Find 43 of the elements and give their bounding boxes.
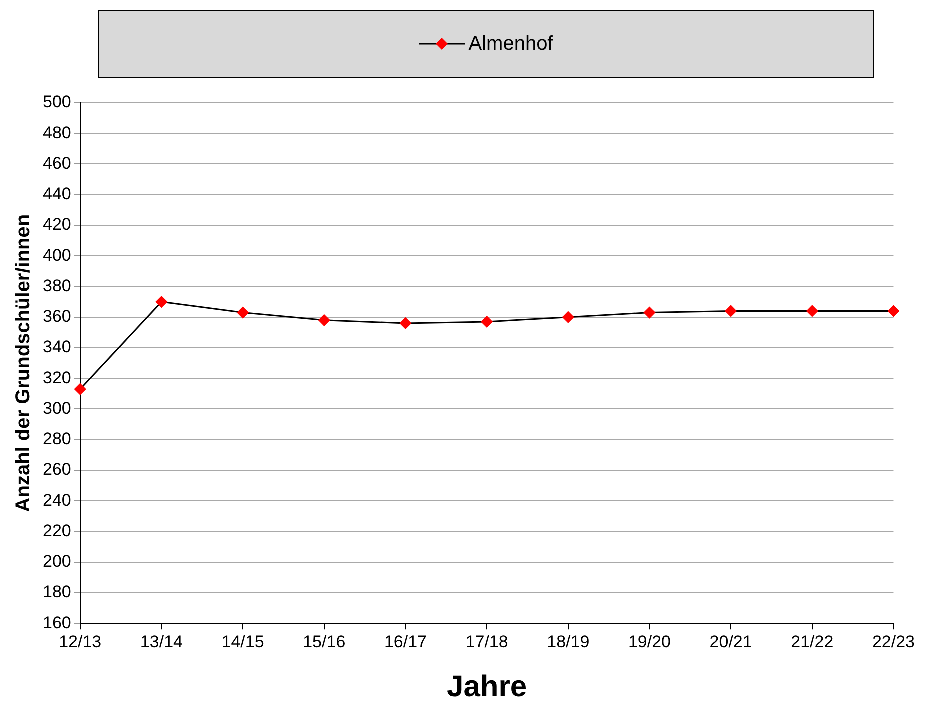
y-tick-label: 400 xyxy=(42,246,72,265)
y-tick-label: 200 xyxy=(42,552,72,572)
y-tick-label: 480 xyxy=(42,123,72,142)
point xyxy=(318,314,330,326)
legend-label: Almenhof xyxy=(468,32,554,56)
point xyxy=(888,305,900,317)
point xyxy=(644,307,656,319)
x-tick-label: 22/23 xyxy=(872,632,916,652)
x-tick-label: 13/14 xyxy=(140,632,183,652)
point xyxy=(481,316,493,328)
point xyxy=(806,305,818,317)
y-tick-label: 280 xyxy=(42,430,72,449)
y-tick-label: 260 xyxy=(42,460,72,480)
x-axis-title: Jahre xyxy=(447,670,528,704)
point xyxy=(156,296,168,308)
y-tick-label: 220 xyxy=(42,521,72,540)
x-tick-label: 19/20 xyxy=(628,632,671,652)
y-tick-label: 340 xyxy=(42,338,72,357)
y-tick-label: 300 xyxy=(42,398,72,418)
x-tick-label: 17/18 xyxy=(466,632,508,652)
y-tick-label: 240 xyxy=(42,490,72,510)
point xyxy=(74,384,86,396)
x-tick-label: 16/17 xyxy=(384,632,427,652)
point xyxy=(725,305,737,317)
y-tick-label: 320 xyxy=(42,368,72,388)
x-tick-label: 14/15 xyxy=(222,632,264,652)
y-axis-title: Anzahl der Grundschüler/innen xyxy=(12,214,35,512)
y-tick-label: 380 xyxy=(42,276,72,296)
x-tick-label: 15/16 xyxy=(303,632,346,652)
y-tick-label: 460 xyxy=(42,154,72,173)
point xyxy=(237,307,249,319)
x-tick-label: 18/19 xyxy=(547,632,590,652)
x-tick-label: 20/21 xyxy=(710,632,752,652)
x-tick-label: 21/22 xyxy=(791,632,834,652)
x-tick-label: 12/13 xyxy=(59,632,102,652)
point xyxy=(562,312,574,324)
point xyxy=(400,318,412,330)
y-tick-label: 180 xyxy=(42,582,72,602)
y-tick-label: 440 xyxy=(42,184,72,204)
y-tick-label: 160 xyxy=(42,613,72,632)
y-tick-label: 420 xyxy=(42,215,72,234)
y-tick-label: 360 xyxy=(42,307,72,326)
y-tick-label: 500 xyxy=(42,92,72,112)
